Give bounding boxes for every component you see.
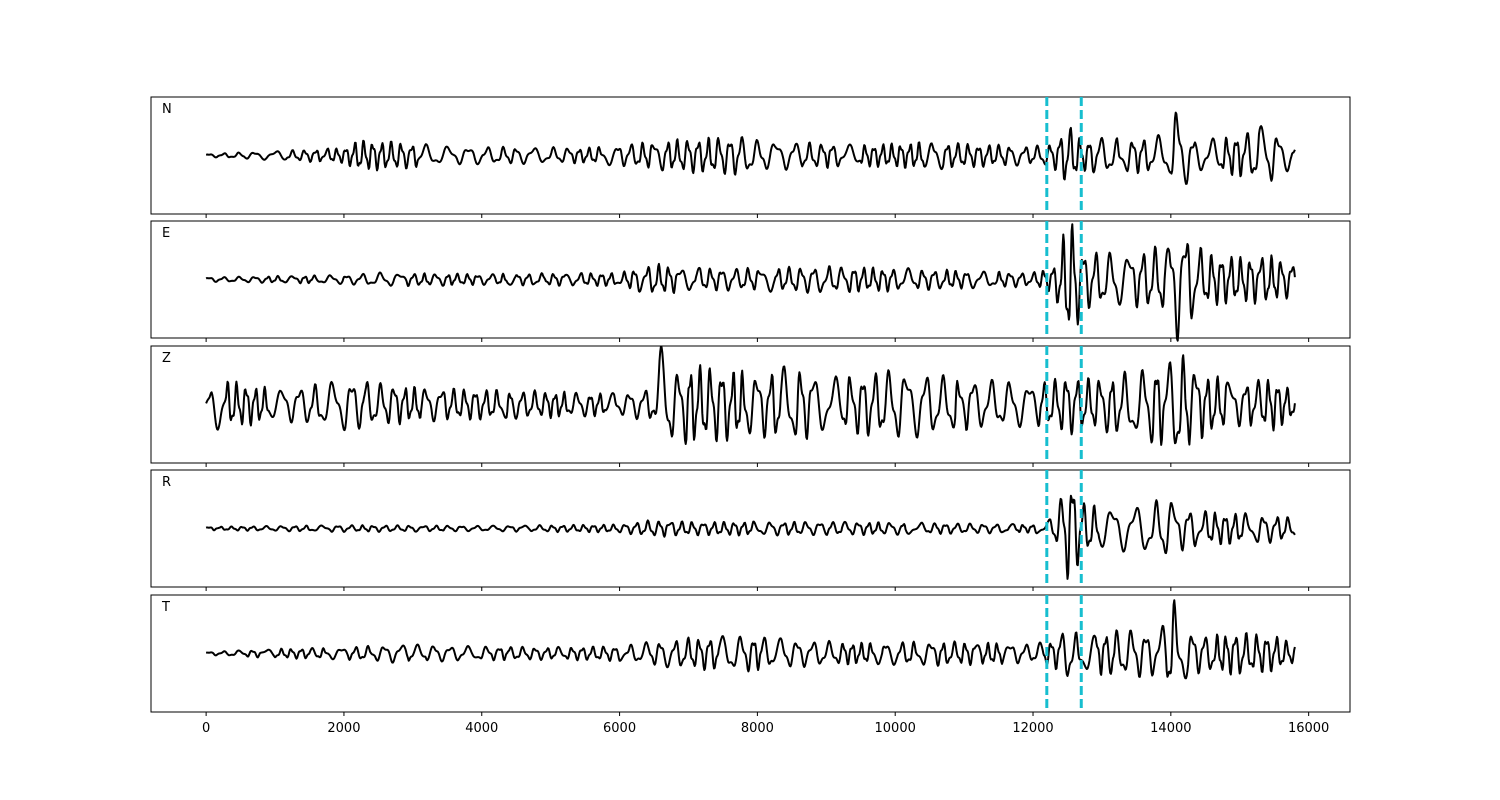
trace-e [205, 223, 1296, 342]
panel-label-z: Z [162, 351, 171, 366]
x-tick-label: 8000 [741, 721, 774, 736]
x-tick-label: 14000 [1150, 721, 1191, 736]
trace-r [205, 494, 1296, 580]
panel-label-n: N [162, 102, 172, 117]
x-tick-label: 16000 [1288, 721, 1329, 736]
trace-t [205, 599, 1296, 680]
panel-frame [150, 594, 1351, 713]
x-tick-label: 0 [202, 721, 210, 736]
panel-n: N [150, 96, 1351, 218]
panel-t: T [150, 594, 1351, 716]
x-axis: 0 2000 4000 6000 8000 10000 12000 14000 16000 [202, 721, 1329, 736]
x-tick-label: 12000 [1012, 721, 1053, 736]
panel-frame [150, 345, 1351, 464]
panel-frame [150, 96, 1351, 215]
panel-frame [150, 220, 1351, 339]
x-tick-label: 2000 [327, 721, 360, 736]
panel-z: Z [150, 345, 1351, 467]
x-tick-label: 4000 [465, 721, 498, 736]
panel-r: R [150, 469, 1351, 591]
trace-n [205, 111, 1296, 185]
panel-e: E [150, 220, 1351, 342]
panel-label-r: R [162, 475, 171, 490]
x-tick-label: 6000 [603, 721, 636, 736]
panel-label-e: E [162, 226, 170, 241]
x-tick-label: 10000 [875, 721, 916, 736]
panel-label-t: T [161, 600, 170, 615]
trace-z [205, 345, 1296, 446]
panel-frame [150, 469, 1351, 588]
